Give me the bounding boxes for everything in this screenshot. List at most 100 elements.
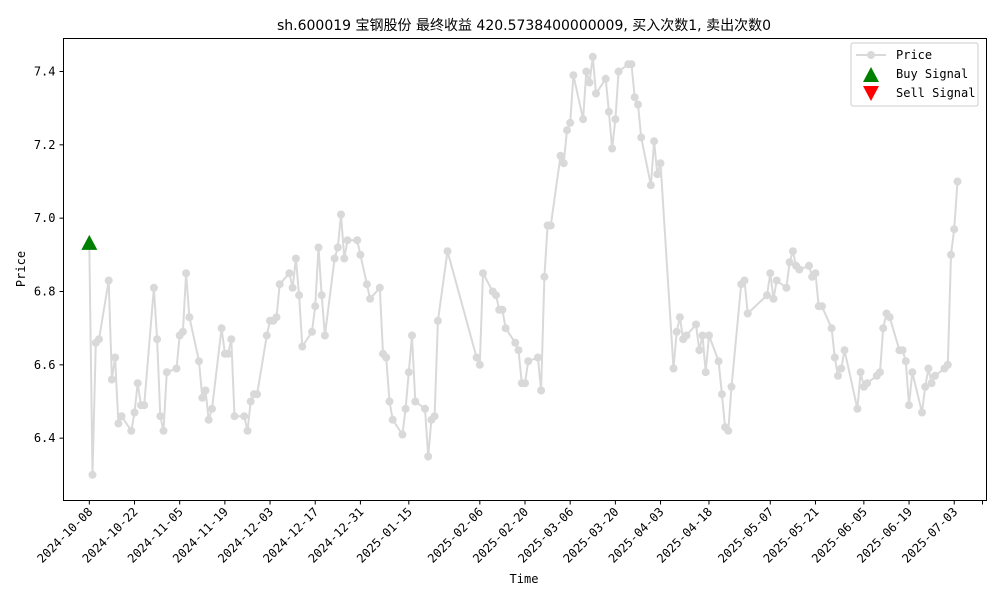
price-point (653, 170, 662, 179)
price-point (827, 324, 836, 333)
price-point (130, 408, 139, 417)
price-point (901, 357, 910, 366)
y-tick-label: 7.0 (34, 211, 56, 225)
price-point (788, 247, 797, 256)
price-point (921, 382, 930, 391)
price-point (533, 353, 542, 362)
price-point (669, 364, 678, 373)
price-point (262, 331, 271, 340)
price-point (837, 364, 846, 373)
price-point (559, 159, 568, 168)
price-point (472, 353, 481, 362)
price-point (908, 368, 917, 377)
price-point (172, 364, 181, 373)
price-point (743, 309, 752, 318)
price-point (695, 346, 704, 355)
price-point (898, 346, 907, 355)
price-point (433, 316, 442, 325)
price-point (592, 89, 600, 98)
price-point (208, 404, 216, 413)
price-point (140, 401, 149, 410)
y-tick-label: 7.4 (34, 65, 56, 79)
price-point (785, 258, 794, 267)
price-point (579, 115, 588, 124)
price-point (947, 250, 955, 259)
price-point (156, 412, 165, 421)
price-point (107, 375, 116, 384)
price-point (943, 360, 952, 369)
price-point (930, 371, 939, 380)
price-point (611, 115, 620, 124)
price-point (178, 327, 187, 336)
price-point (585, 78, 594, 87)
price-point (853, 404, 862, 413)
price-point (149, 283, 158, 292)
price-point (692, 320, 700, 329)
x-axis-title: Time (510, 572, 539, 586)
price-point (856, 368, 865, 377)
price-point (240, 412, 249, 421)
legend-sell-signal-label: Sell Signal (896, 86, 975, 100)
price-point (246, 397, 255, 406)
price-point (879, 324, 888, 333)
price-point (876, 368, 884, 377)
price-point (701, 368, 710, 377)
price-point (117, 412, 126, 421)
price-point (443, 247, 452, 256)
y-axis-title: Price (14, 251, 28, 287)
price-point (540, 272, 549, 281)
price-point (411, 397, 420, 406)
price-point (314, 243, 323, 252)
price-point (511, 338, 520, 347)
legend: Price Buy Signal Sell Signal (850, 42, 979, 107)
price-point (272, 313, 281, 322)
price-point (675, 313, 684, 322)
price-point (834, 371, 842, 380)
price-point (766, 269, 775, 278)
price-point (830, 353, 839, 362)
price-point (698, 331, 707, 340)
price-point (717, 390, 726, 399)
price-point (159, 426, 168, 435)
x-axis: 2024-10-082024-10-222024-11-052024-11-19… (34, 500, 983, 566)
y-axis: 6.4 6.6 6.8 7.0 7.2 7.4 (34, 65, 64, 445)
price-point (88, 470, 97, 479)
price-point (569, 71, 578, 80)
price-series-line (88, 56, 959, 475)
legend-sell-signal-swatch (863, 86, 879, 101)
price-point (614, 67, 623, 76)
price-point (275, 280, 284, 289)
price-point (388, 415, 397, 424)
legend-buy-signal-swatch (863, 67, 879, 82)
price-point (330, 254, 339, 263)
price-point (311, 302, 320, 311)
price-point (95, 335, 103, 344)
price-point (501, 324, 510, 333)
price-point (582, 67, 591, 76)
price-point (317, 291, 326, 300)
price-point (646, 181, 655, 190)
price-point (162, 368, 171, 377)
price-point (385, 397, 394, 406)
price-point (769, 294, 778, 303)
price-point (243, 426, 252, 435)
y-tick-label: 7.2 (34, 138, 56, 152)
buy-signal-marker (81, 234, 98, 250)
price-point (537, 386, 546, 395)
price-point (524, 357, 533, 366)
price-point (682, 331, 691, 340)
price-point (104, 276, 113, 285)
price-point (182, 269, 191, 278)
price-point (408, 331, 416, 340)
price-point (498, 305, 507, 314)
price-point (153, 335, 162, 344)
price-point (924, 364, 933, 373)
price-point (230, 412, 239, 421)
price-point (608, 144, 617, 153)
price-point (840, 346, 849, 355)
price-point (479, 269, 487, 278)
price-point (817, 302, 826, 311)
price-point (382, 353, 391, 362)
price-point (401, 404, 410, 413)
